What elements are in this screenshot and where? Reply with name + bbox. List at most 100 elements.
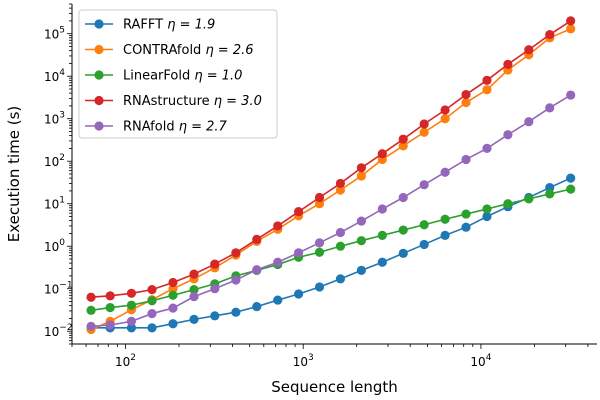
data-point	[377, 230, 387, 240]
data-point	[252, 301, 262, 312]
data-point	[335, 274, 346, 284]
legend-item: RNAfold η = 2.7	[85, 120, 228, 135]
data-point	[566, 16, 576, 26]
legend-label: RNAfold η = 2.7	[123, 120, 228, 135]
legend-label: LinearFold η = 1.0	[123, 69, 242, 84]
data-point	[377, 204, 387, 214]
data-point	[147, 285, 157, 295]
data-point	[314, 192, 325, 203]
data-point	[189, 314, 199, 324]
data-point	[398, 225, 408, 235]
data-point	[126, 288, 137, 298]
legend: RAFFT η = 1.9 CONTRAfold η = 2.6 LinearFol…	[78, 9, 278, 139]
y-tick-label: 105	[44, 26, 65, 42]
data-point	[377, 257, 387, 267]
data-point	[147, 308, 157, 319]
y-tick-label: 10−1	[44, 281, 73, 297]
data-point	[231, 248, 241, 258]
legend-marker	[94, 121, 104, 131]
data-point	[398, 141, 408, 151]
data-point	[86, 292, 96, 302]
data-point	[147, 323, 157, 333]
data-point	[440, 105, 450, 115]
data-point	[105, 291, 115, 301]
data-point	[545, 103, 555, 113]
legend-marker	[94, 19, 104, 29]
legend-marker	[94, 95, 104, 106]
data-point	[147, 296, 157, 306]
data-point	[503, 59, 513, 69]
data-point	[419, 119, 429, 129]
data-point	[335, 227, 346, 238]
data-point	[482, 143, 492, 154]
data-point	[126, 323, 137, 333]
data-point	[356, 265, 366, 275]
data-point	[252, 265, 262, 275]
axes: 102 103 104 10−2 10−1 100 101 102 103 104 105	[44, 3, 597, 369]
data-point	[482, 211, 492, 222]
data-point	[398, 192, 408, 203]
data-point	[566, 90, 576, 100]
data-point	[210, 311, 220, 321]
data-point	[231, 307, 241, 317]
data-point	[168, 319, 178, 329]
legend-item: LinearFold η = 1.0	[85, 69, 242, 84]
y-tick-label: 102	[44, 153, 65, 169]
y-tick-label: 10−2	[44, 323, 73, 339]
data-point	[252, 234, 262, 244]
data-point	[461, 89, 471, 100]
data-point	[524, 45, 534, 55]
data-point	[482, 204, 492, 214]
legend-label: RNAstructure η = 3.0	[123, 94, 262, 109]
y-axis-label: Execution time (s)	[5, 106, 23, 243]
data-point	[419, 220, 429, 230]
x-tick-label: 102	[115, 353, 136, 369]
legend-label: RAFFT η = 1.9	[123, 18, 215, 33]
data-point	[566, 184, 576, 194]
legend-label: CONTRAfold η = 2.6	[123, 43, 254, 58]
data-point	[168, 277, 178, 288]
data-point	[105, 302, 115, 313]
data-point	[168, 303, 178, 313]
data-point	[461, 222, 471, 232]
series-layer	[86, 16, 576, 335]
data-point	[503, 199, 513, 209]
data-point	[419, 180, 429, 190]
data-point	[440, 230, 450, 240]
data-point	[482, 75, 492, 85]
data-point	[231, 275, 241, 285]
data-point	[566, 24, 576, 34]
data-point	[189, 285, 199, 295]
data-point	[440, 167, 450, 177]
legend-marker	[94, 70, 104, 80]
data-point	[293, 289, 304, 299]
data-point	[273, 295, 283, 305]
legend-frame	[78, 9, 278, 139]
data-point	[356, 163, 366, 173]
data-point	[293, 248, 304, 258]
series-line	[90, 188, 571, 312]
data-point	[293, 207, 304, 217]
data-point	[314, 282, 325, 292]
data-point	[86, 321, 96, 331]
data-point	[126, 316, 137, 327]
legend-marker	[94, 44, 104, 55]
y-tick-label: 100	[44, 238, 65, 254]
data-point	[356, 171, 366, 181]
data-point	[545, 182, 555, 193]
data-point	[566, 173, 576, 183]
data-point	[335, 241, 346, 251]
data-point	[440, 214, 450, 224]
data-point	[419, 239, 429, 250]
data-point	[377, 149, 387, 159]
x-tick-label: 104	[470, 353, 491, 369]
legend-item: RNAstructure η = 3.0	[85, 94, 262, 109]
data-point	[461, 209, 471, 219]
data-point	[356, 236, 366, 246]
x-tick-label: 103	[293, 353, 314, 369]
data-point	[440, 114, 450, 124]
data-point	[482, 85, 492, 95]
data-point	[273, 221, 283, 231]
data-point	[524, 117, 534, 127]
